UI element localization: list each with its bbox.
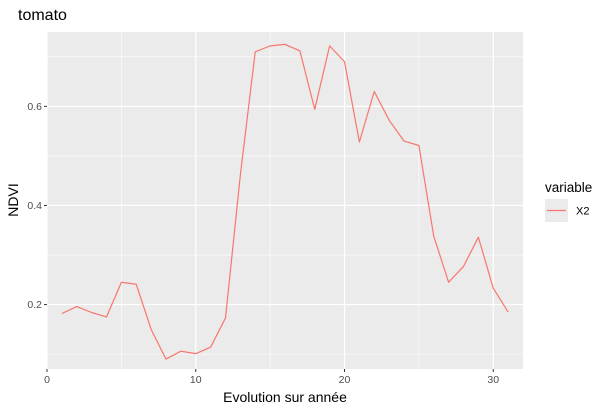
plot-panel bbox=[47, 32, 523, 369]
x-tick-label: 20 bbox=[339, 374, 351, 386]
y-tick-label: 0.6 bbox=[27, 101, 42, 113]
legend-label: X2 bbox=[576, 206, 589, 218]
legend-title: variable bbox=[545, 180, 592, 195]
series-layer bbox=[61, 43, 509, 360]
legend: variable X2 bbox=[545, 180, 592, 222]
x-axis-title: Evolution sur année bbox=[223, 389, 347, 405]
y-tick-label: 0.4 bbox=[27, 200, 42, 212]
x-tick-label: 0 bbox=[44, 374, 50, 386]
gridlines bbox=[46, 32, 523, 369]
axis-ticks: 0 10 20 30 0.2 0.4 0.6 bbox=[27, 101, 499, 386]
x-tick-label: 30 bbox=[487, 374, 499, 386]
series-line-x2 bbox=[61, 43, 509, 360]
chart-title: tomato bbox=[18, 7, 67, 24]
legend-keys: X2 bbox=[545, 199, 589, 222]
x-tick-label: 10 bbox=[190, 374, 202, 386]
y-tick-label: 0.2 bbox=[27, 299, 42, 311]
y-axis-title: NDVI bbox=[5, 183, 21, 216]
